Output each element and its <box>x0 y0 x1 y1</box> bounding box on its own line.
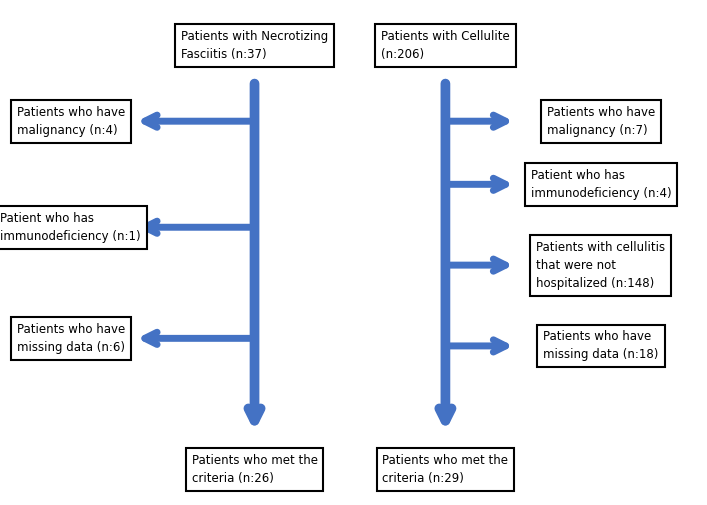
Text: Patients who met the
criteria (n:29): Patients who met the criteria (n:29) <box>382 454 508 485</box>
Text: Patients who met the
criteria (n:26): Patients who met the criteria (n:26) <box>192 454 317 485</box>
Text: Patients who have
missing data (n:6): Patients who have missing data (n:6) <box>16 323 125 354</box>
Text: Patient who has
immunodeficiency (n:1): Patient who has immunodeficiency (n:1) <box>1 212 141 243</box>
Text: Patients who have
malignancy (n:7): Patients who have malignancy (n:7) <box>547 106 655 137</box>
Text: Patient who has
immunodeficiency (n:4): Patient who has immunodeficiency (n:4) <box>531 169 671 200</box>
Text: Patients who have
malignancy (n:4): Patients who have malignancy (n:4) <box>16 106 125 137</box>
Text: Patients with cellulitis
that were not
hospitalized (n:148): Patients with cellulitis that were not h… <box>537 240 665 290</box>
Text: Patients who have
missing data (n:18): Patients who have missing data (n:18) <box>543 330 659 362</box>
Text: Patients with Cellulite
(n:206): Patients with Cellulite (n:206) <box>381 30 510 61</box>
Text: Patients with Necrotizing
Fasciitis (n:37): Patients with Necrotizing Fasciitis (n:3… <box>181 30 328 61</box>
